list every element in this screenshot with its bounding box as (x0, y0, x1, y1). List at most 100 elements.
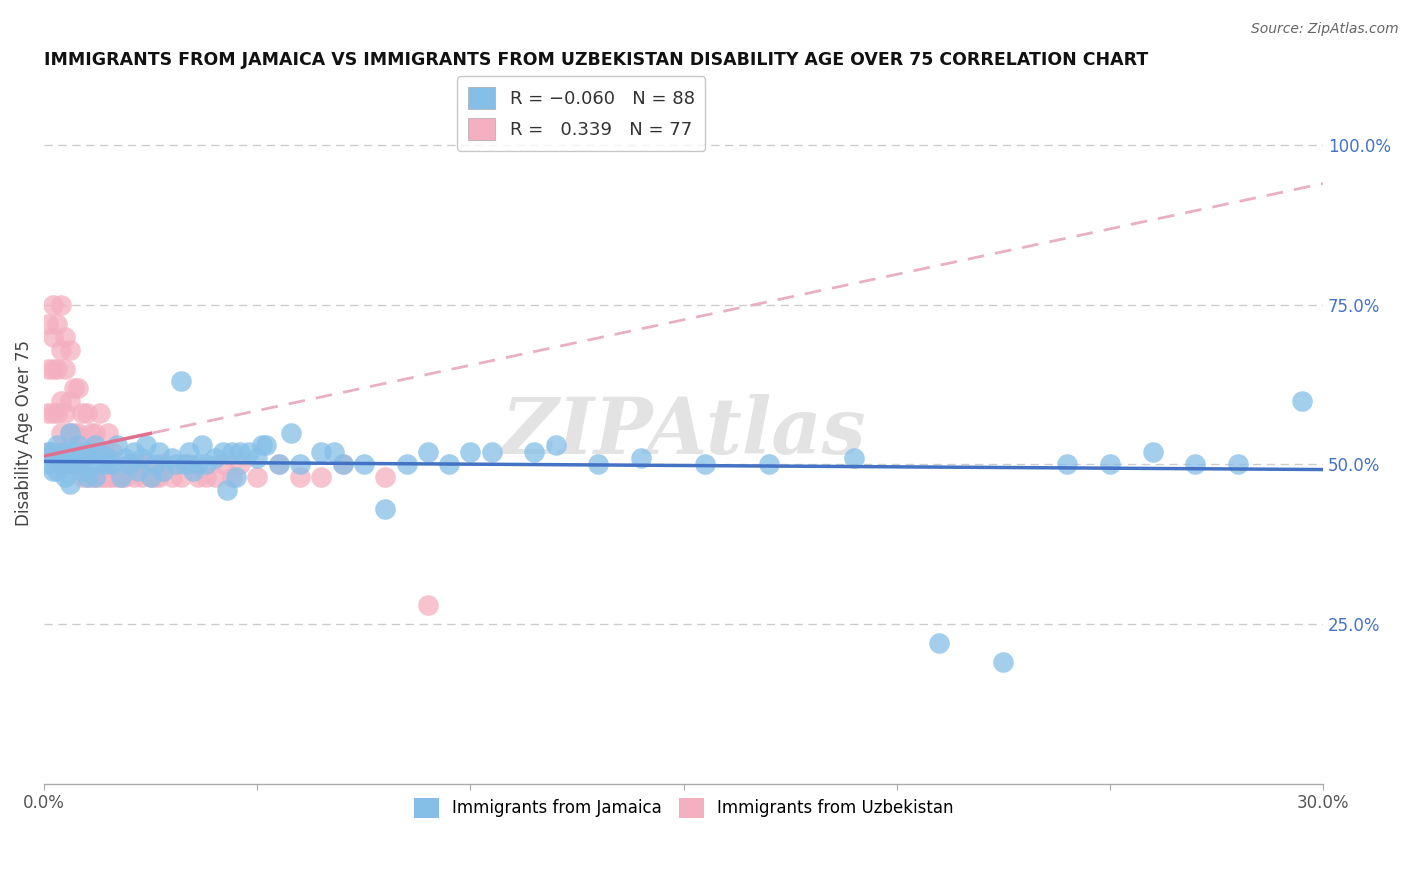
Point (67, 425, 90, 440)
Point (97, 470, 120, 484)
Point (51, 451, 73, 466)
Point (84, 438, 107, 452)
Text: Source: ZipAtlas.com: Source: ZipAtlas.com (1251, 22, 1399, 37)
Point (169, 375, 191, 389)
Point (84, 470, 107, 484)
Point (89, 470, 111, 484)
Point (993, 656, 1015, 670)
Point (323, 444, 346, 458)
Point (152, 464, 174, 478)
Point (41, 361, 63, 376)
Point (51, 458, 73, 472)
Point (173, 458, 195, 472)
Point (67, 458, 90, 472)
Point (76, 470, 98, 484)
Point (89, 444, 111, 458)
Point (1142, 444, 1164, 458)
Point (59, 425, 82, 440)
Point (267, 458, 290, 472)
Point (63, 381, 86, 395)
Point (37, 444, 59, 458)
Point (309, 444, 332, 458)
Point (37, 458, 59, 472)
Point (72, 406, 94, 420)
Point (267, 458, 290, 472)
Point (76, 444, 98, 458)
Point (37, 406, 59, 420)
Point (195, 458, 218, 472)
Point (353, 458, 375, 472)
Point (80, 470, 103, 484)
Point (416, 598, 439, 612)
Point (332, 458, 354, 472)
Point (63, 458, 86, 472)
Point (67, 438, 90, 452)
Point (1226, 458, 1249, 472)
Point (55, 458, 77, 472)
Point (76, 444, 98, 458)
Point (217, 483, 239, 497)
Point (122, 444, 145, 458)
Point (37, 317, 59, 331)
Point (139, 470, 162, 484)
Point (131, 470, 153, 484)
Point (187, 458, 209, 472)
Point (1291, 393, 1313, 408)
Point (55, 444, 77, 458)
Y-axis label: Disability Age Over 75: Disability Age Over 75 (15, 340, 32, 525)
Point (204, 451, 226, 466)
Point (229, 458, 252, 472)
Point (191, 438, 214, 452)
Point (238, 444, 260, 458)
Point (187, 470, 209, 484)
Point (195, 470, 218, 484)
Point (160, 451, 183, 466)
Point (332, 458, 354, 472)
Point (45, 317, 67, 331)
Point (758, 458, 780, 472)
Point (101, 470, 124, 484)
Point (41, 406, 63, 420)
Point (288, 470, 311, 484)
Point (41, 464, 63, 478)
Point (165, 458, 187, 472)
Point (114, 451, 136, 466)
Point (51, 393, 73, 408)
Point (118, 458, 141, 472)
Point (45, 406, 67, 420)
Point (41, 330, 63, 344)
Point (395, 458, 418, 472)
Point (55, 406, 77, 420)
Point (51, 343, 73, 357)
Point (63, 444, 86, 458)
Point (122, 470, 145, 484)
Point (59, 425, 82, 440)
Point (63, 425, 86, 440)
Point (131, 451, 153, 466)
Point (928, 636, 950, 650)
Point (148, 470, 170, 484)
Point (51, 425, 73, 440)
Point (97, 425, 120, 440)
Point (97, 458, 120, 472)
Point (183, 464, 205, 478)
Point (588, 458, 610, 472)
Point (63, 458, 86, 472)
Point (221, 444, 243, 458)
Point (72, 444, 94, 458)
Point (55, 361, 77, 376)
Point (250, 438, 273, 452)
Point (143, 458, 166, 472)
Point (460, 444, 482, 458)
Point (41, 444, 63, 458)
Text: IMMIGRANTS FROM JAMAICA VS IMMIGRANTS FROM UZBEKISTAN DISABILITY AGE OVER 75 COR: IMMIGRANTS FROM JAMAICA VS IMMIGRANTS FR… (44, 51, 1149, 69)
Point (37, 361, 59, 376)
Point (76, 470, 98, 484)
Point (93, 470, 115, 484)
Point (59, 343, 82, 357)
Point (72, 464, 94, 478)
Point (630, 451, 652, 466)
Point (523, 444, 546, 458)
Point (844, 451, 866, 466)
Point (84, 470, 107, 484)
